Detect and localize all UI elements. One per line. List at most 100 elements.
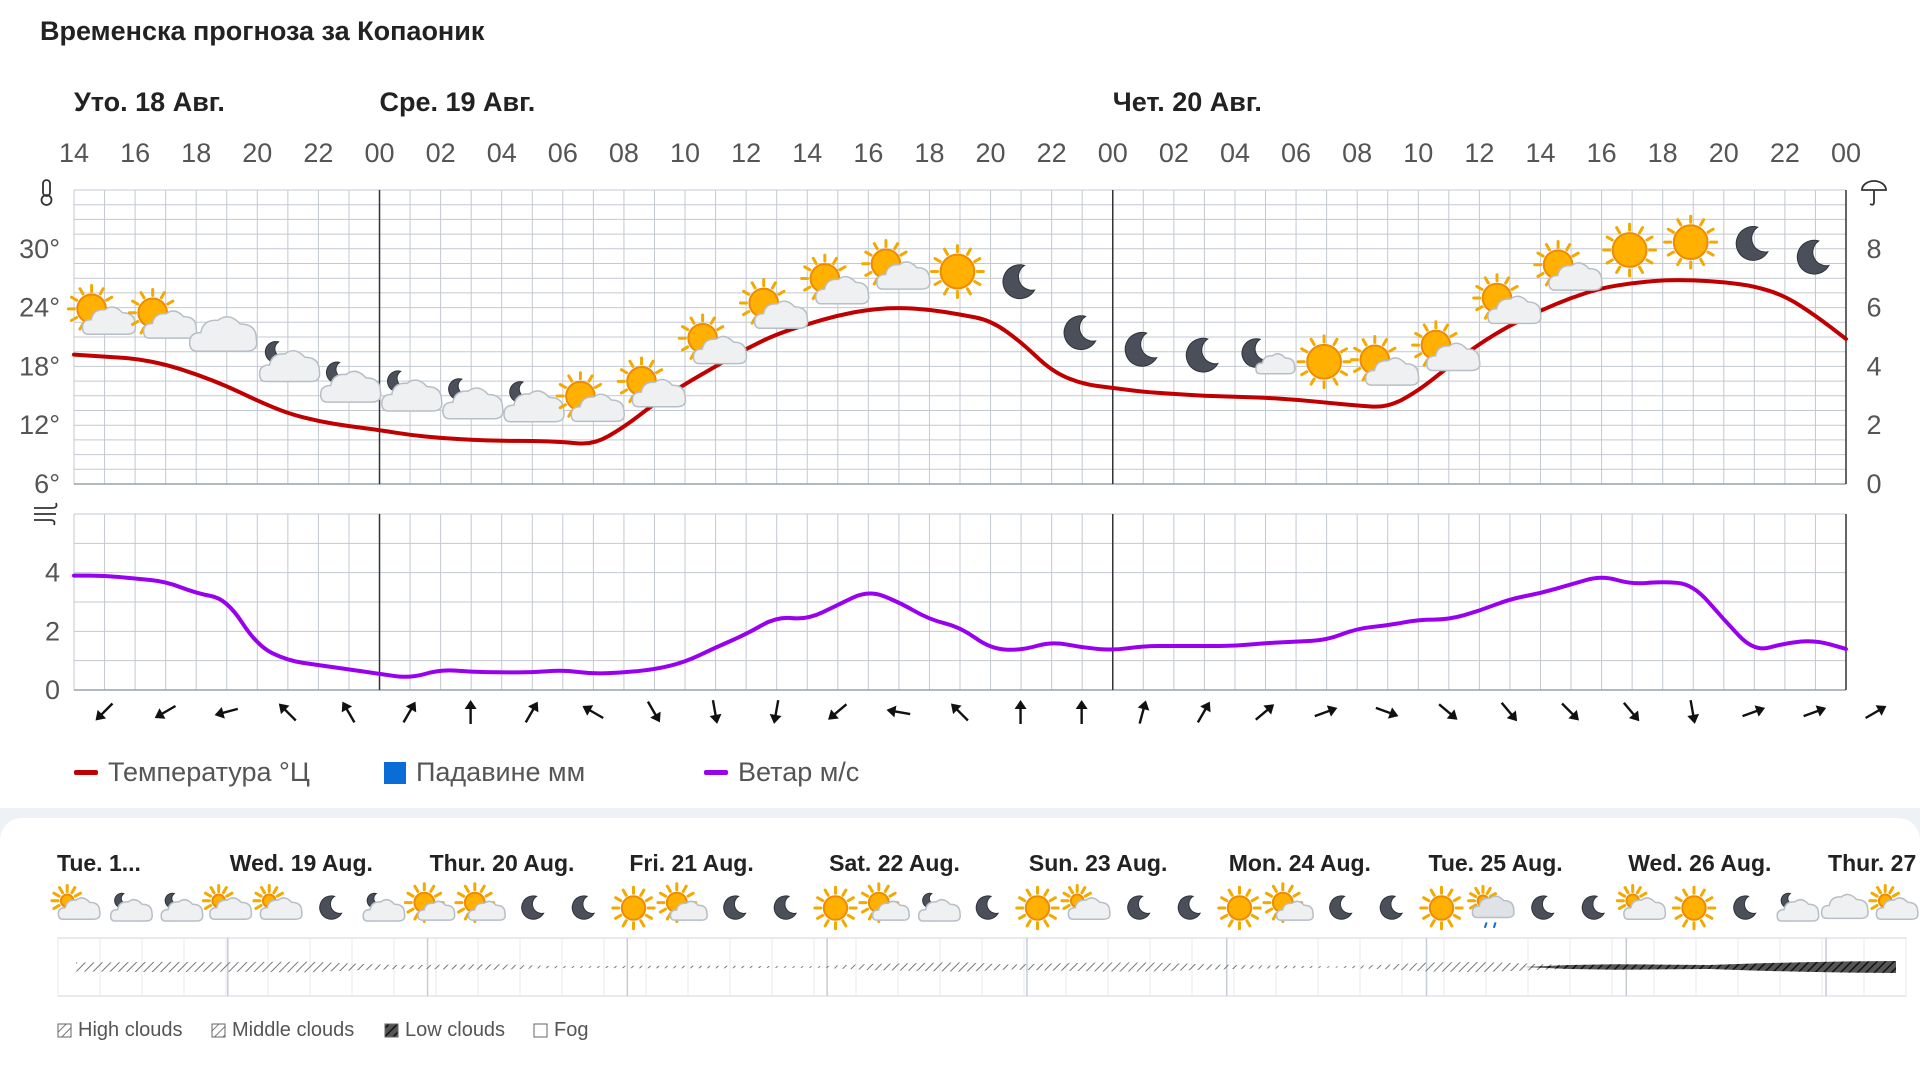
legend-middle-clouds[interactable]: Middle clouds bbox=[211, 1019, 354, 1041]
partly-cloudy-icon bbox=[50, 884, 101, 920]
partly-cloudy-icon bbox=[1868, 884, 1919, 920]
hour-tick-label: 12 bbox=[731, 138, 761, 168]
moon-icon bbox=[723, 895, 747, 920]
legend-label-precipitation: Падавине мм bbox=[416, 757, 586, 787]
cloudy-night-icon bbox=[442, 378, 504, 420]
partly-sunny-icon bbox=[1472, 273, 1542, 325]
legend-fog[interactable]: Fog bbox=[533, 1019, 588, 1041]
moon-icon bbox=[1329, 895, 1353, 920]
partly-sunny-icon bbox=[800, 253, 870, 305]
main-forecast-chart: Уто. 18 Авг. Сре. 19 Авг. Чет. 20 Авг. 14 16… bbox=[19, 87, 1887, 724]
day-label: Sat. 22 Aug. bbox=[829, 850, 960, 876]
wind-direction-arrow bbox=[1803, 705, 1827, 718]
wind-direction-arrow bbox=[1742, 705, 1766, 718]
hour-tick-label: 14 bbox=[1525, 138, 1555, 168]
hour-tick-label: 20 bbox=[1709, 138, 1739, 168]
sun-icon bbox=[1419, 885, 1464, 931]
moon-icon bbox=[1581, 895, 1606, 920]
legend-item-precipitation[interactable]: Падавине мм bbox=[384, 757, 585, 788]
moon-icon bbox=[1002, 264, 1036, 300]
legend-low-clouds[interactable]: Low clouds bbox=[384, 1019, 505, 1041]
hour-tick-label: 22 bbox=[303, 138, 333, 168]
page-title: Временска прогноза за Копаоник bbox=[40, 16, 485, 46]
wind-direction-arrow bbox=[1255, 704, 1275, 721]
moon-icon bbox=[521, 895, 545, 920]
hour-tick-label: 18 bbox=[914, 138, 944, 168]
hour-tick-label: 18 bbox=[181, 138, 211, 168]
legend-item-temperature[interactable]: Температура °Ц bbox=[74, 757, 310, 788]
sun-icon bbox=[1217, 885, 1262, 931]
multi-day-panel: Tue. 1... Wed. 19 Aug. Thur. 20 Aug. Fri. 2… bbox=[0, 808, 1920, 1080]
wind-direction-arrow bbox=[1438, 703, 1458, 720]
partly-sunny-icon bbox=[738, 278, 809, 330]
legend-swatch bbox=[57, 1023, 72, 1038]
partly-sunny-icon bbox=[677, 313, 748, 365]
hour-tick-label: 00 bbox=[1098, 138, 1128, 168]
moon-icon bbox=[975, 895, 1000, 920]
wind-direction-arrow bbox=[1687, 699, 1700, 724]
day-label: Tue. 1... bbox=[57, 850, 141, 876]
day-label: Thur. 27 Aug. bbox=[1828, 850, 1920, 876]
wind-direction-arrow bbox=[1561, 702, 1579, 721]
partly-sunny-icon bbox=[555, 371, 626, 423]
partly-sunny-icon bbox=[616, 356, 687, 408]
wind-icon bbox=[34, 502, 58, 526]
cloudy-night-icon bbox=[109, 892, 153, 922]
wind-direction-arrow bbox=[95, 702, 114, 721]
legend-label: High clouds bbox=[78, 1019, 183, 1041]
day-label: Mon. 24 Aug. bbox=[1229, 850, 1371, 876]
partly-sunny-icon bbox=[454, 882, 506, 923]
wind-direction-arrow bbox=[1500, 702, 1518, 722]
day-label: Чет. 20 Авг. bbox=[1113, 87, 1262, 117]
wind-direction-arrow bbox=[1622, 702, 1640, 722]
temperature-tick-label: 12° bbox=[19, 410, 60, 440]
cloudy-night-icon bbox=[503, 381, 565, 423]
hour-tick-label: 02 bbox=[1159, 138, 1189, 168]
precipitation-tick-label: 0 bbox=[1866, 469, 1881, 499]
chart-legend: Температура °Ц Падавине мм Ветар м/с bbox=[74, 757, 974, 797]
rain-cloud-icon bbox=[1467, 884, 1515, 929]
cloudy-night-icon bbox=[258, 341, 321, 383]
sun-icon bbox=[555, 371, 606, 421]
hour-tick-label: 18 bbox=[1648, 138, 1678, 168]
moon-cloud-icon bbox=[1241, 338, 1296, 375]
day-label: Sun. 23 Aug. bbox=[1029, 850, 1167, 876]
moon-icon bbox=[1733, 895, 1757, 920]
hour-tick-label: 12 bbox=[1464, 138, 1494, 168]
moon-icon bbox=[1124, 331, 1158, 367]
wind-direction-arrow bbox=[1075, 700, 1088, 724]
legend-item-wind[interactable]: Ветар м/с bbox=[704, 757, 859, 788]
wind-direction-arrow bbox=[1137, 700, 1150, 724]
moon-icon bbox=[1063, 315, 1097, 350]
multi-day-cloud-chart: Tue. 1... Wed. 19 Aug. Thur. 20 Aug. Fri. 2… bbox=[50, 850, 1920, 1041]
wind-direction-arrow bbox=[1314, 705, 1338, 718]
moon-icon bbox=[1127, 895, 1151, 920]
hour-tick-label: 04 bbox=[487, 138, 517, 168]
moon-icon bbox=[1531, 895, 1555, 920]
cloud-icon bbox=[1820, 893, 1869, 920]
sun-icon bbox=[930, 244, 985, 299]
precipitation-tick-label: 8 bbox=[1866, 234, 1881, 264]
day-label: Wed. 26 Aug. bbox=[1628, 850, 1771, 876]
day-label: Fri. 21 Aug. bbox=[629, 850, 753, 876]
temperature-line bbox=[72, 278, 1848, 446]
moon-icon bbox=[773, 895, 798, 920]
partly-sunny-icon bbox=[656, 882, 708, 923]
hour-tick-label: 10 bbox=[670, 138, 700, 168]
hour-tick-label: 06 bbox=[548, 138, 578, 168]
partly-sunny-icon bbox=[1533, 239, 1603, 291]
temperature-tick-label: 24° bbox=[19, 293, 60, 323]
precipitation-tick-label: 4 bbox=[1866, 351, 1881, 381]
high-clouds-band bbox=[76, 961, 1896, 973]
wind-direction-arrow bbox=[278, 703, 297, 722]
day-label: Tue. 25 Aug. bbox=[1428, 850, 1562, 876]
legend-label: Fog bbox=[554, 1019, 588, 1041]
hour-tick-label: 10 bbox=[1403, 138, 1433, 168]
wind-tick-label: 2 bbox=[45, 616, 60, 646]
sun-icon bbox=[1671, 885, 1717, 931]
wind-direction-arrow bbox=[769, 699, 782, 724]
legend-swatch bbox=[533, 1023, 548, 1038]
legend-high-clouds[interactable]: High clouds bbox=[57, 1019, 183, 1041]
partly-sunny-icon bbox=[858, 882, 910, 923]
day-label: Thur. 20 Aug. bbox=[430, 850, 575, 876]
